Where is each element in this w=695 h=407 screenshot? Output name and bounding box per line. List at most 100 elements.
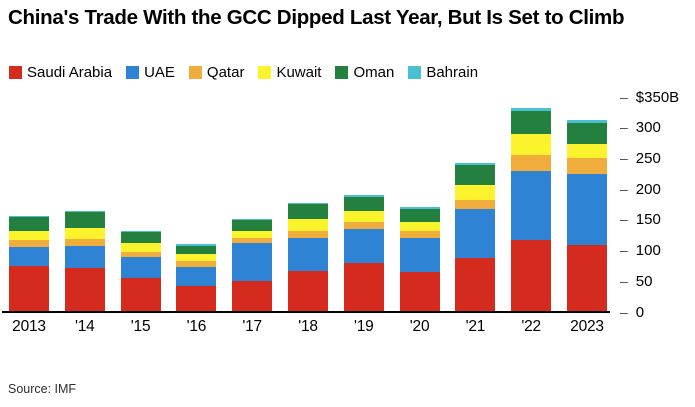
y-tick-dash: – (620, 272, 628, 289)
bar-segment-qatar (9, 240, 49, 247)
y-tick-200: –200 (620, 180, 661, 199)
bar-21 (455, 163, 496, 312)
legend-label: Kuwait (276, 64, 322, 81)
y-tick-dash: – (620, 303, 628, 320)
bar-segment-oman (120, 232, 161, 244)
y-tick-label: 0 (635, 303, 645, 321)
bar-segment-oman (455, 165, 496, 185)
bar-segment-uae (455, 208, 496, 258)
x-tick-label: '19 (353, 318, 374, 335)
bar-segment-qatar (64, 238, 105, 246)
y-tick-label: 150 (635, 211, 661, 229)
bar-segment-oman (287, 203, 328, 219)
bar-segment-qatar (343, 222, 384, 230)
bar-19 (343, 194, 384, 312)
x-tick-label: '22 (521, 318, 541, 335)
bar-2013 (9, 215, 49, 312)
x-tick-label: 2023 (570, 318, 604, 335)
bar-segment-bahrain (176, 244, 217, 246)
bar-15 (120, 230, 161, 312)
y-tick-dash: – (620, 242, 628, 259)
bar-segment-kuwait (566, 144, 607, 159)
legend-swatch-icon (126, 66, 140, 79)
bar-20 (399, 207, 440, 312)
x-tick-label: '16 (186, 318, 207, 335)
legend-label: Oman (353, 64, 395, 81)
bar-segment-uae (399, 237, 440, 273)
bar-segment-oman (176, 245, 217, 255)
x-tick-label: '15 (130, 318, 151, 335)
bar-segment-qatar (120, 252, 161, 258)
bar-segment-kuwait (9, 230, 49, 241)
y-tick-dash: – (620, 211, 628, 228)
legend-swatch-icon (335, 66, 349, 79)
bar-segment-saudi-arabia (176, 286, 217, 312)
bar-segment-uae (287, 238, 328, 271)
y-tick-dash: – (620, 119, 628, 136)
y-tick-250: –250 (620, 149, 661, 168)
bar-16 (176, 244, 217, 312)
y-tick-150: –150 (620, 210, 661, 229)
bar-segment-oman (566, 122, 607, 145)
legend-item-bahrain: Bahrain (408, 64, 478, 81)
bar-segment-uae (232, 243, 273, 282)
bar-22 (511, 108, 552, 312)
bar-segment-qatar (511, 154, 552, 172)
bar-segment-saudi-arabia (64, 267, 105, 312)
y-tick-label: 250 (635, 149, 661, 167)
y-tick-300: –300 (620, 118, 661, 137)
y-tick-dash: – (620, 88, 628, 105)
y-tick-0: –0 (620, 303, 644, 322)
bar-segment-oman (399, 208, 440, 222)
y-tick-dash: – (620, 180, 628, 197)
bar-18 (287, 202, 328, 312)
y-tick-label: 100 (635, 242, 661, 260)
bar-segment-saudi-arabia (343, 263, 384, 312)
bar-segment-kuwait (176, 254, 217, 262)
bar-segment-qatar (455, 200, 496, 209)
bar-segment-saudi-arabia (566, 245, 607, 312)
y-tick-100: –100 (620, 241, 661, 260)
y-tick-350: – $350B (620, 88, 679, 107)
bar-segment-saudi-arabia (511, 239, 552, 312)
legend: Saudi Arabia UAE Qatar Kuwait Oman Bahrain (9, 64, 478, 81)
bar-segment-bahrain (232, 218, 273, 220)
bar-segment-bahrain (120, 230, 161, 233)
bar-segment-uae (566, 173, 607, 246)
legend-label: Qatar (206, 64, 245, 81)
legend-swatch-icon (9, 66, 22, 79)
bar-segment-kuwait (120, 243, 161, 253)
bar-segment-qatar (287, 230, 328, 239)
x-tick-label: '20 (409, 318, 430, 335)
bar-segment-saudi-arabia (120, 278, 161, 312)
bar-segment-kuwait (511, 134, 552, 155)
bar-segment-uae (9, 246, 49, 266)
bar-segment-uae (64, 245, 105, 268)
bar-segment-bahrain (566, 120, 607, 123)
bar-segment-saudi-arabia (287, 270, 328, 312)
chart-title: China's Trade With the GCC Dipped Last Y… (8, 6, 625, 29)
legend-label: UAE (144, 64, 175, 81)
legend-swatch-icon (408, 66, 422, 79)
bar-segment-saudi-arabia (232, 281, 273, 312)
bar-segment-kuwait (455, 184, 496, 201)
bar-segment-uae (511, 171, 552, 240)
x-tick-label: '14 (74, 318, 95, 335)
bar-segment-qatar (176, 261, 217, 267)
x-tick-label: '17 (242, 318, 262, 335)
bar-segment-kuwait (287, 218, 328, 231)
bar-segment-saudi-arabia (399, 272, 440, 312)
bar-14 (64, 210, 105, 312)
legend-swatch-icon (188, 66, 202, 79)
bar-segment-oman (343, 196, 384, 211)
bar-segment-uae (343, 229, 384, 264)
x-tick-label: '21 (465, 318, 486, 335)
bar-segment-saudi-arabia (455, 257, 496, 312)
bar-segment-oman (511, 110, 552, 135)
y-tick-label: 200 (635, 180, 661, 198)
bar-segment-bahrain (287, 202, 328, 204)
bar-segment-kuwait (232, 230, 273, 239)
bar-segment-qatar (566, 158, 607, 174)
legend-item-uae: UAE (126, 64, 175, 81)
